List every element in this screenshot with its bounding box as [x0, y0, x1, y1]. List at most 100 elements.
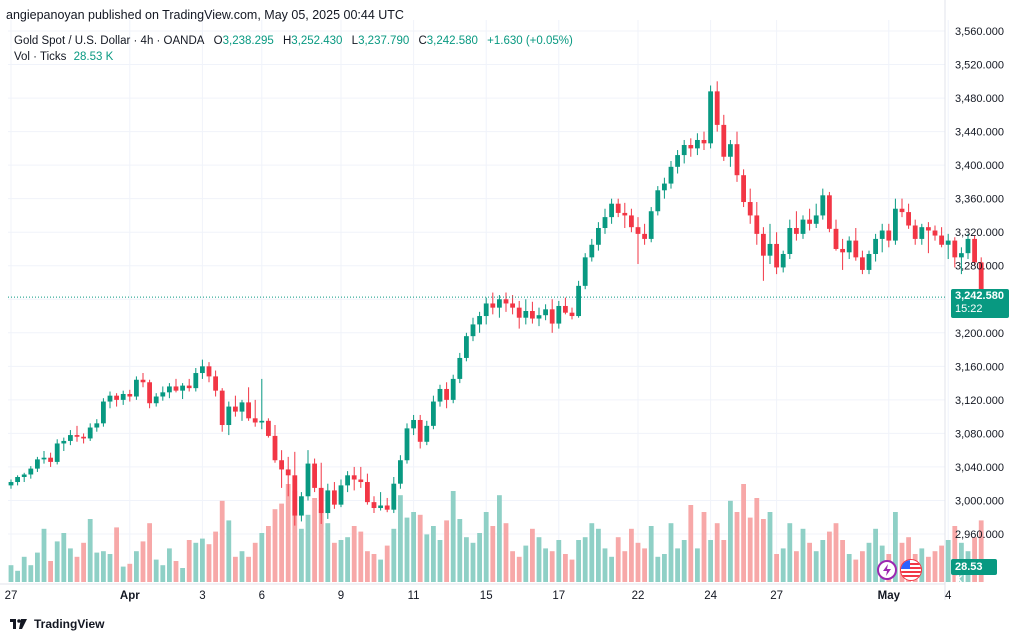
- candle-body: [332, 490, 337, 504]
- volume-bar: [669, 523, 674, 582]
- volume-bar: [68, 548, 73, 582]
- us-flag-icon[interactable]: [900, 559, 922, 581]
- volume-bar: [431, 526, 436, 582]
- candle-body: [900, 209, 905, 212]
- volume-bar: [603, 548, 608, 582]
- candle-body: [748, 202, 753, 215]
- candle-body: [695, 140, 700, 148]
- volume-bar: [187, 540, 192, 582]
- candle-body: [68, 435, 73, 441]
- volume-bar: [141, 541, 146, 582]
- candle-body: [966, 239, 971, 253]
- candle-body: [913, 225, 918, 238]
- volume-bar: [946, 540, 951, 582]
- candle-body: [378, 505, 383, 508]
- footer-brand[interactable]: TradingView: [34, 617, 104, 631]
- candle-body: [761, 234, 766, 256]
- candle-body: [952, 241, 957, 258]
- volume-bar: [15, 571, 20, 582]
- candle-body: [61, 441, 66, 444]
- x-tick-label: 17: [552, 590, 565, 602]
- candle-body: [490, 303, 495, 307]
- candle-body: [385, 505, 390, 509]
- volume-bar: [81, 543, 86, 582]
- volume-bar: [774, 554, 779, 582]
- y-tick-label: 3,400.000: [955, 160, 1004, 172]
- candle-body: [946, 241, 951, 245]
- volume-bar: [537, 537, 542, 582]
- candle-body: [411, 420, 416, 428]
- volume-bar: [273, 509, 278, 582]
- y-tick-label: 3,040.000: [955, 462, 1004, 474]
- volume-bar: [794, 551, 799, 582]
- volume-bar: [358, 532, 363, 582]
- candle-body: [15, 477, 20, 482]
- candle-body: [464, 336, 469, 358]
- candle-body: [556, 306, 561, 324]
- candle-body: [972, 239, 977, 262]
- candle-body: [517, 308, 522, 318]
- candle-body: [550, 309, 555, 323]
- volume-bar: [398, 495, 403, 582]
- candle-body: [735, 144, 740, 175]
- x-tick-label: May: [878, 590, 901, 602]
- volume-bar: [266, 526, 271, 582]
- candle-body: [233, 407, 238, 412]
- volume-badge: 28.53 K: [951, 559, 997, 575]
- volume-bar: [94, 553, 99, 582]
- candle-body: [200, 366, 205, 373]
- symbol-title[interactable]: Gold Spot / U.S. Dollar · 4h · OANDA: [14, 35, 204, 47]
- lightning-icon[interactable]: [877, 560, 897, 580]
- volume-bar: [820, 540, 825, 582]
- volume-bar: [490, 526, 495, 582]
- volume-bar: [675, 548, 680, 582]
- candle-body: [121, 394, 126, 400]
- volume-bar: [688, 505, 693, 582]
- candle-body: [939, 236, 944, 245]
- change-value: +1.630 (+0.05%): [487, 35, 573, 47]
- candle-body: [768, 244, 773, 256]
- candle-body: [48, 458, 53, 462]
- volume-bar: [160, 565, 165, 582]
- candle-body: [160, 392, 165, 396]
- volume-bar: [596, 529, 601, 582]
- x-tick-label: Apr: [120, 590, 140, 602]
- volume-value: 28.53 K: [74, 51, 114, 63]
- volume-bar: [61, 533, 66, 582]
- volume-bar: [332, 543, 337, 582]
- candle-body: [345, 475, 350, 485]
- y-tick-label: 3,280.000: [955, 261, 1004, 273]
- candle-body: [616, 204, 621, 213]
- candle-body: [959, 253, 964, 257]
- candle-body: [853, 241, 858, 258]
- current-price-badge: 3,242.580 15:22: [951, 289, 1009, 318]
- tradingview-logo-icon: [10, 618, 28, 630]
- volume-bar: [233, 557, 238, 582]
- volume-bar: [530, 529, 535, 582]
- candle-body: [444, 389, 449, 400]
- candle-body: [860, 257, 865, 270]
- volume-bar: [339, 540, 344, 582]
- volume-bar: [801, 529, 806, 582]
- candle-body: [253, 418, 258, 422]
- open-value: 3,238.295: [223, 35, 274, 47]
- volume-bar: [589, 523, 594, 582]
- volume-bar: [464, 537, 469, 582]
- volume-bar: [834, 523, 839, 582]
- volume-label[interactable]: Vol · Ticks: [14, 51, 66, 63]
- candle-body: [655, 190, 660, 211]
- candle-body: [154, 397, 159, 404]
- volume-bar: [312, 498, 317, 582]
- candle-body: [827, 195, 832, 229]
- volume-bar: [576, 540, 581, 582]
- volume-bar: [715, 523, 720, 582]
- candle-body: [325, 490, 330, 513]
- chart-canvas[interactable]: 3,560.0003,520.0003,480.0003,440.0003,40…: [0, 0, 1024, 641]
- candle-body: [583, 257, 588, 286]
- volume-bar: [728, 501, 733, 582]
- volume-bar: [154, 560, 159, 582]
- volume-bar: [114, 527, 119, 582]
- candle-body: [306, 464, 311, 497]
- volume-bar: [682, 540, 687, 582]
- volume-bar: [550, 551, 555, 582]
